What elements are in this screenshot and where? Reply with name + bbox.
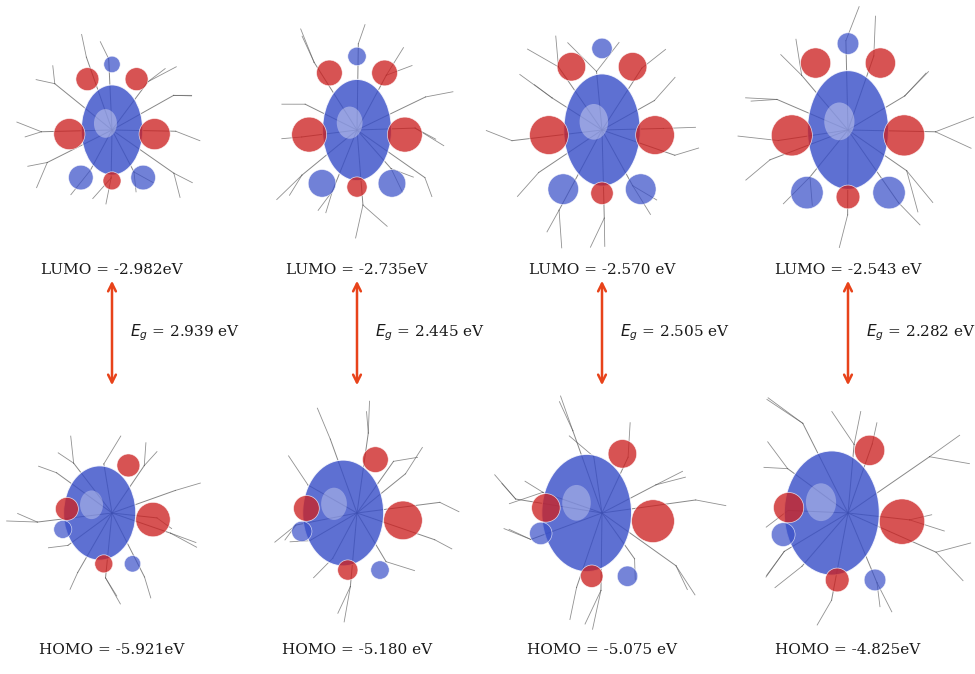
Ellipse shape [591,182,613,204]
Ellipse shape [636,116,675,154]
Ellipse shape [80,491,103,519]
Ellipse shape [529,522,552,545]
Ellipse shape [548,174,578,204]
Ellipse shape [784,451,879,575]
Ellipse shape [76,67,98,90]
Ellipse shape [384,501,422,540]
Ellipse shape [63,466,136,560]
Ellipse shape [337,560,358,580]
Ellipse shape [625,174,656,204]
Ellipse shape [370,561,389,579]
Ellipse shape [771,115,812,156]
Text: LUMO = -2.543 eV: LUMO = -2.543 eV [775,263,921,277]
Ellipse shape [124,555,140,572]
Ellipse shape [103,56,120,73]
Ellipse shape [771,523,795,547]
Text: $E_g$ = 2.505 eV: $E_g$ = 2.505 eV [620,323,730,343]
Ellipse shape [94,109,117,137]
Ellipse shape [608,439,637,468]
Ellipse shape [68,165,94,190]
Ellipse shape [136,502,171,537]
Ellipse shape [873,177,905,209]
Ellipse shape [378,170,406,197]
Ellipse shape [321,488,347,520]
Bar [0,5,227,255]
Ellipse shape [864,569,886,590]
Bar [487,5,717,255]
Text: $E_g$ = 2.445 eV: $E_g$ = 2.445 eV [375,323,486,343]
Ellipse shape [371,60,398,86]
Text: $E_g$ = 2.282 eV: $E_g$ = 2.282 eV [866,323,975,343]
Ellipse shape [564,74,641,186]
Bar [733,5,963,255]
Ellipse shape [308,170,335,197]
Ellipse shape [317,60,342,86]
Ellipse shape [824,102,854,140]
Bar [487,402,717,625]
Ellipse shape [592,38,612,59]
Ellipse shape [292,521,312,541]
Ellipse shape [883,115,924,156]
Text: HOMO = -4.825eV: HOMO = -4.825eV [775,643,920,657]
Ellipse shape [387,117,422,152]
Ellipse shape [557,53,586,81]
Ellipse shape [838,33,859,55]
Ellipse shape [807,71,888,189]
Ellipse shape [579,104,608,140]
Ellipse shape [293,495,319,521]
Ellipse shape [580,565,603,588]
Ellipse shape [854,435,884,466]
Ellipse shape [542,454,632,572]
Ellipse shape [865,48,895,78]
Ellipse shape [81,85,142,175]
Ellipse shape [363,447,388,472]
Text: HOMO = -5.075 eV: HOMO = -5.075 eV [527,643,677,657]
Bar [0,402,227,625]
Text: LUMO = -2.570 eV: LUMO = -2.570 eV [528,263,675,277]
Bar [733,402,963,625]
Text: HOMO = -5.180 eV: HOMO = -5.180 eV [282,643,432,657]
Ellipse shape [302,460,384,566]
Text: HOMO = -5.921eV: HOMO = -5.921eV [39,643,184,657]
Ellipse shape [56,497,78,520]
Ellipse shape [791,177,823,209]
Ellipse shape [531,493,561,522]
Ellipse shape [117,454,139,477]
Ellipse shape [131,165,155,190]
Ellipse shape [323,80,392,181]
Ellipse shape [103,172,121,190]
Ellipse shape [773,493,803,523]
Bar [242,402,472,625]
Ellipse shape [95,555,113,573]
Ellipse shape [347,177,368,197]
Ellipse shape [125,67,148,90]
Ellipse shape [292,117,327,152]
Ellipse shape [806,483,837,521]
Ellipse shape [617,566,638,586]
Ellipse shape [563,485,591,520]
Ellipse shape [139,119,171,150]
Ellipse shape [618,53,646,81]
Ellipse shape [632,499,675,543]
Ellipse shape [825,568,849,592]
Ellipse shape [54,520,72,539]
Text: LUMO = -2.982eV: LUMO = -2.982eV [41,263,183,277]
Ellipse shape [336,106,363,139]
Ellipse shape [348,47,367,65]
Bar [242,5,472,255]
Ellipse shape [879,499,924,545]
Ellipse shape [529,116,568,154]
Text: LUMO = -2.735eV: LUMO = -2.735eV [287,263,428,277]
Ellipse shape [54,119,85,150]
Ellipse shape [800,48,831,78]
Ellipse shape [837,185,860,209]
Text: $E_g$ = 2.939 eV: $E_g$ = 2.939 eV [130,323,240,343]
